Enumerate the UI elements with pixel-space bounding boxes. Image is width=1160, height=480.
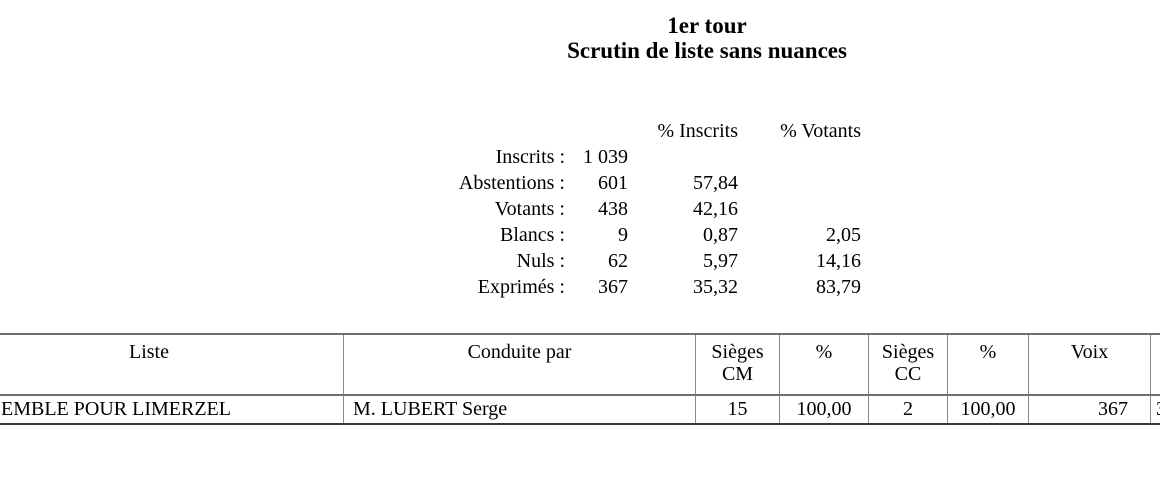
stats-label: Inscrits : <box>495 146 565 168</box>
results-row: EMBLE POUR LIMERZEL M. LUBERT Serge 15 1… <box>0 395 1160 425</box>
stats-pct-votants: 83,79 <box>816 276 861 298</box>
col-header-sieges-cm-line2: CM <box>721 363 754 385</box>
col-header-sieges-cm: Sièges CM <box>695 333 780 396</box>
col-header-pct-cc: % <box>947 333 1029 396</box>
stats-pct-inscrits: 42,16 <box>693 198 738 220</box>
cell-voix: 367 <box>1028 395 1151 425</box>
stats-pct-inscrits: 5,97 <box>703 250 738 272</box>
stats-pct-inscrits: 57,84 <box>693 172 738 194</box>
cell-pct-cm: 100,00 <box>779 395 869 425</box>
stats-value: 367 <box>598 276 628 298</box>
stats-value: 1 039 <box>583 146 628 168</box>
stats-pct-votants <box>738 144 861 170</box>
stats-pct-votants: 2,05 <box>826 224 861 246</box>
stats-pct-votants: 14,16 <box>816 250 861 272</box>
col-header-voix: Voix <box>1028 333 1151 396</box>
stats-label: Blancs : <box>500 224 565 246</box>
stats-row-nuls: Nuls : 62 5,97 14,16 <box>380 248 861 274</box>
stats-header-spacer <box>565 118 628 144</box>
col-header-partial-right <box>1150 333 1160 396</box>
cell-conduite-par: M. LUBERT Serge <box>343 395 696 425</box>
stats-value: 438 <box>598 198 628 220</box>
participation-stats: % Inscrits % Votants Inscrits : 1 039 Ab… <box>380 118 861 300</box>
stats-value: 9 <box>618 224 628 246</box>
stats-value: 62 <box>608 250 628 272</box>
cell-pct-cc: 100,00 <box>947 395 1029 425</box>
stats-pct-inscrits <box>628 144 738 170</box>
stats-col-header-pct-votants: % Votants <box>780 120 861 142</box>
stats-label: Votants : <box>494 198 565 220</box>
page-title-round: 1er tour <box>667 13 747 38</box>
cell-partial-right: 3 <box>1150 395 1160 425</box>
stats-pct-inscrits: 0,87 <box>703 224 738 246</box>
page-title-scrutin-type: Scrutin de liste sans nuances <box>567 38 847 63</box>
stats-pct-votants <box>738 196 861 222</box>
col-header-sieges-cc-line1: Sièges <box>881 341 935 363</box>
results-table: Liste Conduite par Sièges CM % Sièges CC… <box>0 333 1160 425</box>
col-header-sieges-cc-line2: CC <box>894 363 922 385</box>
stats-row-blancs: Blancs : 9 0,87 2,05 <box>380 222 861 248</box>
stats-row-abstentions: Abstentions : 601 57,84 <box>380 170 861 196</box>
cell-liste: EMBLE POUR LIMERZEL <box>0 395 344 425</box>
stats-label: Abstentions : <box>458 172 565 194</box>
col-header-conduite-par: Conduite par <box>343 333 696 396</box>
stats-label: Nuls : <box>516 250 565 272</box>
stats-row-votants: Votants : 438 42,16 <box>380 196 861 222</box>
col-header-pct-cm: % <box>779 333 869 396</box>
stats-value: 601 <box>598 172 628 194</box>
page-title: 1er tour Scrutin de liste sans nuances <box>230 13 1160 63</box>
col-header-sieges-cc: Sièges CC <box>868 333 948 396</box>
results-header-row: Liste Conduite par Sièges CM % Sièges CC… <box>0 333 1160 396</box>
cell-sieges-cc: 2 <box>868 395 948 425</box>
stats-pct-inscrits: 35,32 <box>693 276 738 298</box>
cell-sieges-cm: 15 <box>695 395 780 425</box>
stats-row-exprimes: Exprimés : 367 35,32 83,79 <box>380 274 861 300</box>
col-header-liste: Liste <box>0 333 344 396</box>
stats-header-spacer <box>380 118 565 144</box>
stats-label: Exprimés : <box>477 276 565 298</box>
stats-col-header-pct-inscrits: % Inscrits <box>657 120 738 142</box>
stats-row-inscrits: Inscrits : 1 039 <box>380 144 861 170</box>
col-header-sieges-cm-line1: Sièges <box>711 341 764 363</box>
stats-header-row: % Inscrits % Votants <box>380 118 861 144</box>
stats-pct-votants <box>738 170 861 196</box>
